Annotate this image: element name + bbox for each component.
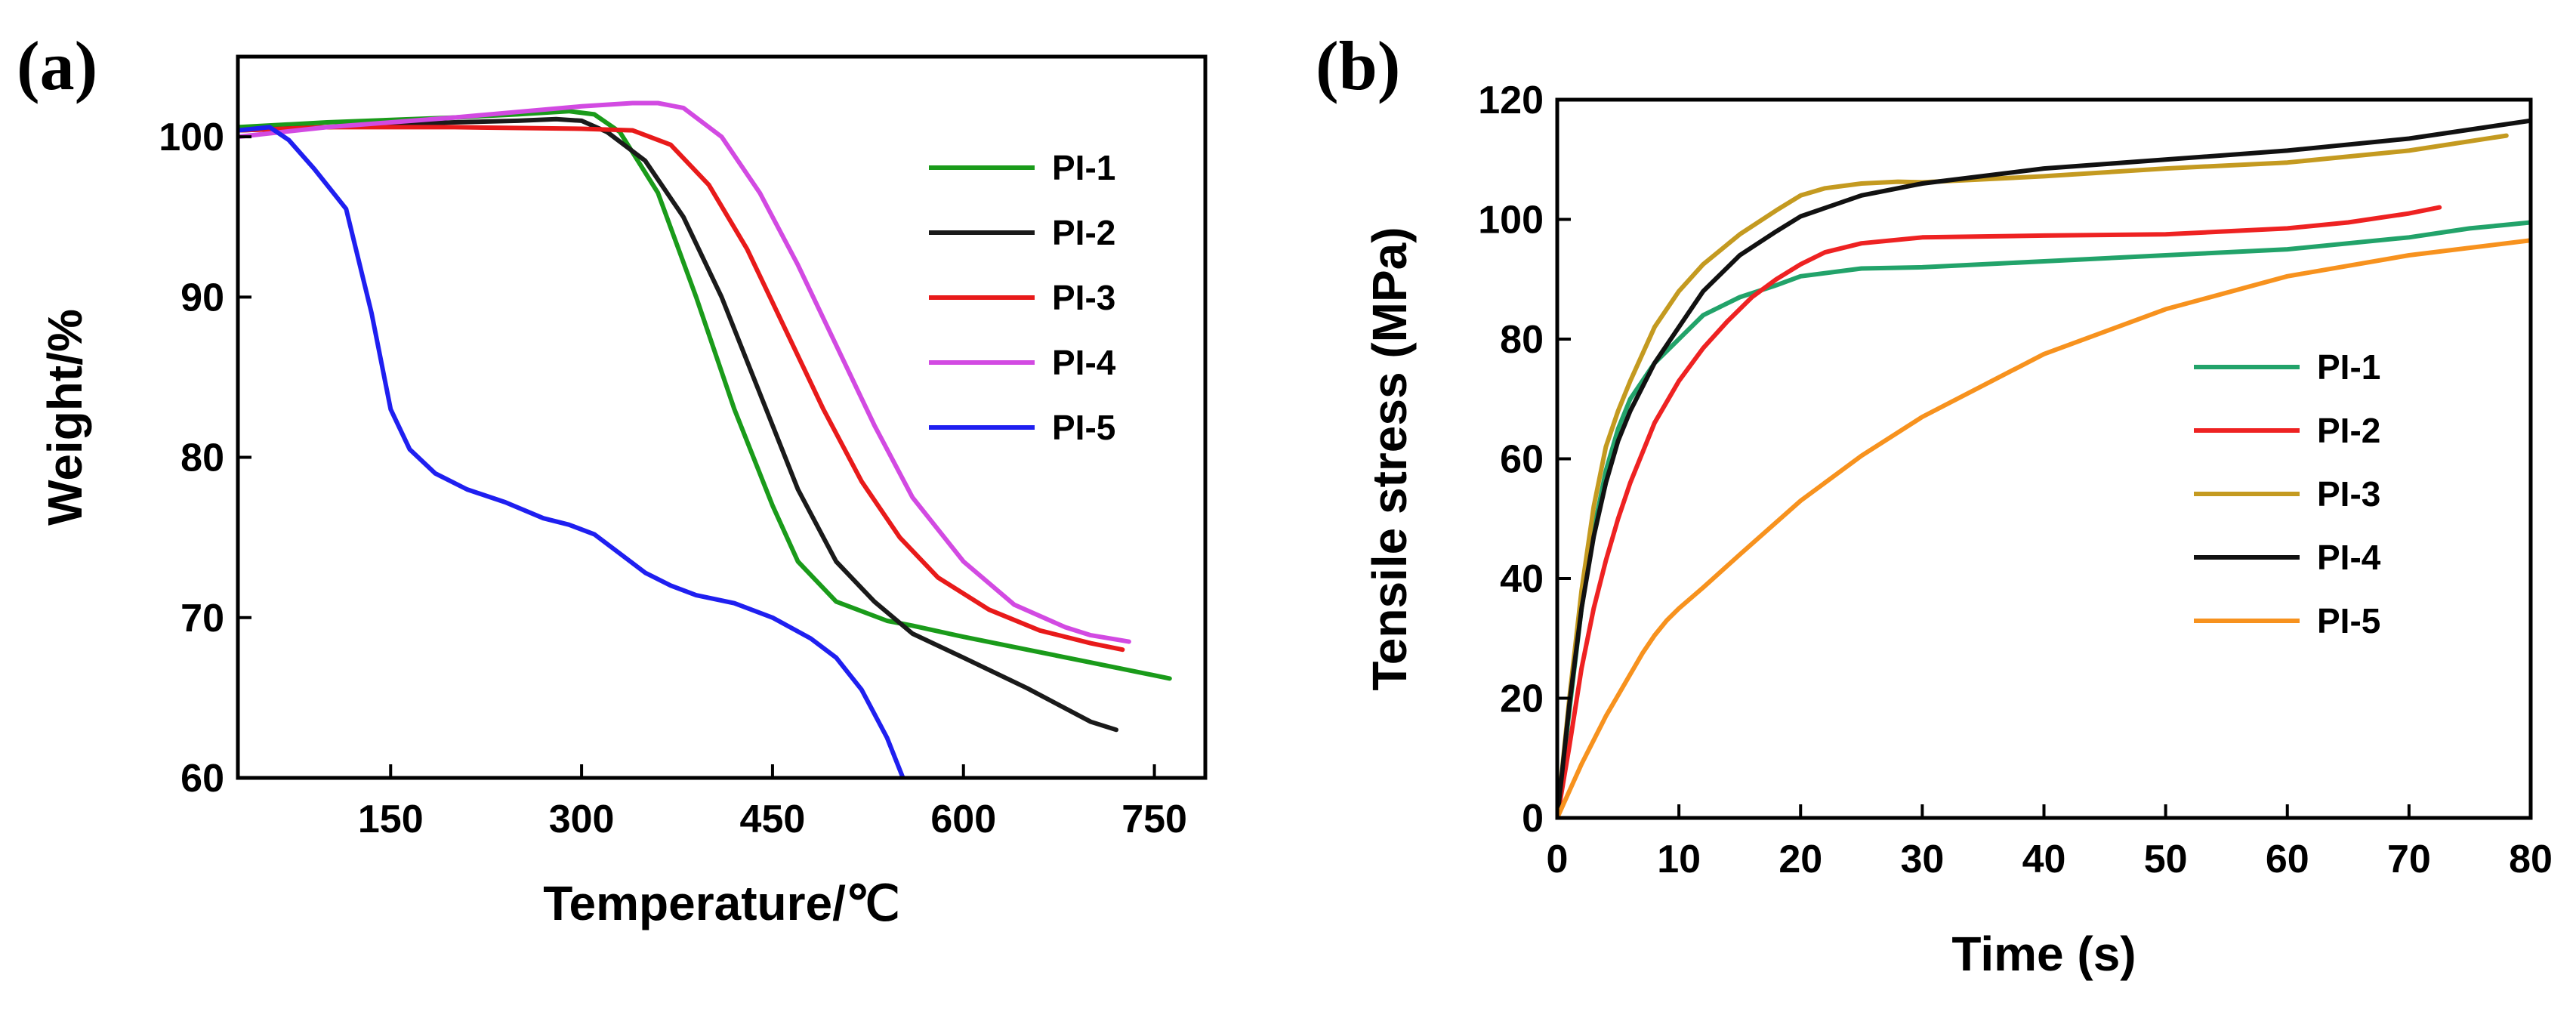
panel-a-tga-chart: 150 300 450 600 750 60 70 80 90 100 Temperature/℃ W… bbox=[17, 27, 1208, 930]
legend: PI-1 PI-2 PI-3 PI-4 PI-5 bbox=[2194, 347, 2381, 640]
x-tick-label: 450 bbox=[740, 798, 806, 841]
series-line-pi-2 bbox=[1557, 205, 2442, 818]
x-tick-label: 60 bbox=[2266, 838, 2309, 881]
x-tick-label: 80 bbox=[2509, 838, 2553, 881]
legend: PI-1 PI-2 PI-3 PI-4 PI-5 bbox=[929, 148, 1116, 447]
legend-label: PI-5 bbox=[2317, 601, 2380, 640]
y-tick-label: 40 bbox=[1500, 557, 1544, 601]
series-line-pi-5 bbox=[238, 125, 905, 778]
series-line-pi-4 bbox=[1557, 118, 2531, 818]
x-tick-label: 10 bbox=[1657, 838, 1701, 881]
y-tick-label: 100 bbox=[1478, 199, 1544, 242]
series-line-pi-3 bbox=[238, 125, 1125, 653]
series-line-pi-5 bbox=[1557, 238, 2531, 818]
x-tick-label: 150 bbox=[358, 798, 424, 841]
series-line-pi-3 bbox=[1557, 133, 2509, 818]
legend-label: PI-1 bbox=[1052, 148, 1115, 187]
legend-label: PI-3 bbox=[1052, 278, 1115, 317]
legend-label: PI-2 bbox=[1052, 213, 1115, 252]
series-line-pi-1 bbox=[238, 109, 1172, 681]
x-tick-label: 40 bbox=[2022, 838, 2066, 881]
plot-frame bbox=[236, 54, 1208, 780]
x-tick-label: 750 bbox=[1121, 798, 1187, 841]
y-axis-title: Weight/% bbox=[38, 309, 92, 526]
y-tick-label: 80 bbox=[180, 437, 224, 480]
y-tick-label: 80 bbox=[1500, 318, 1544, 362]
y-tick-label: 120 bbox=[1478, 79, 1544, 122]
legend-label: PI-3 bbox=[2317, 474, 2380, 514]
x-tick-label: 300 bbox=[549, 798, 615, 841]
series-line-pi-1 bbox=[1557, 220, 2531, 818]
legend-label: PI-4 bbox=[2317, 538, 2381, 577]
y-tick-label: 90 bbox=[180, 276, 224, 319]
y-tick-label: 0 bbox=[1522, 797, 1544, 841]
x-tick-label: 0 bbox=[1547, 838, 1569, 881]
y-tick-label: 100 bbox=[159, 116, 224, 159]
legend-label: PI-2 bbox=[2317, 411, 2380, 450]
x-axis-title: Time (s) bbox=[1951, 927, 2136, 981]
panel-b-tensile-chart: 0 10 20 30 40 50 60 70 80 0 20 40 60 80 100 120 Time (s)… bbox=[1316, 27, 2553, 981]
x-axis-title: Temperature/℃ bbox=[543, 876, 900, 930]
y-tick-label: 60 bbox=[1500, 438, 1544, 482]
x-tick-label: 30 bbox=[1900, 838, 1944, 881]
y-axis-title: Tensile stress (MPa) bbox=[1362, 227, 1417, 690]
plot-frame bbox=[1555, 97, 2533, 820]
legend-label: PI-1 bbox=[2317, 347, 2380, 387]
panel-label: (a) bbox=[17, 27, 97, 104]
series-line-pi-4 bbox=[238, 100, 1131, 644]
x-tick-label: 70 bbox=[2387, 838, 2431, 881]
panel-label: (b) bbox=[1316, 27, 1400, 104]
legend-label: PI-4 bbox=[1052, 343, 1116, 382]
y-tick-label: 20 bbox=[1500, 677, 1544, 721]
x-tick-label: 50 bbox=[2144, 838, 2188, 881]
x-tick-label: 600 bbox=[930, 798, 996, 841]
y-tick-label: 60 bbox=[180, 757, 224, 801]
legend-label: PI-5 bbox=[1052, 408, 1115, 447]
series-line-pi-2 bbox=[238, 116, 1118, 733]
y-tick-label: 70 bbox=[180, 597, 224, 640]
x-tick-label: 20 bbox=[1779, 838, 1822, 881]
